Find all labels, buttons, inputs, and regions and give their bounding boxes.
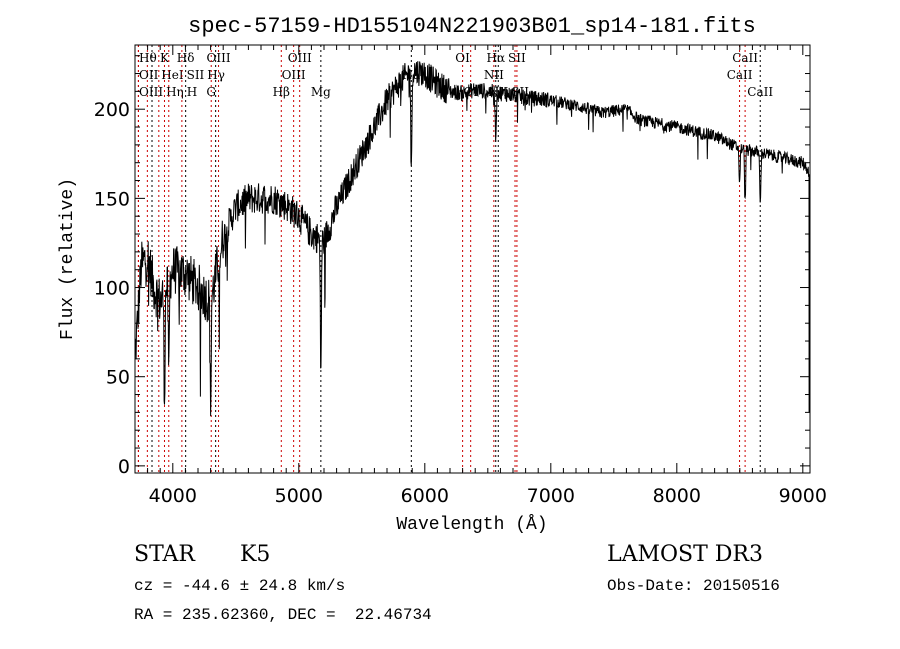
line-marker-label: H bbox=[187, 85, 197, 99]
obs-date: Obs-Date: 20150516 bbox=[607, 577, 780, 595]
x-tick-label: 5000 bbox=[275, 485, 323, 507]
line-marker-label: HeI bbox=[161, 68, 184, 82]
line-marker-label: NII bbox=[484, 68, 504, 82]
line-marker-label: OIII bbox=[282, 68, 306, 82]
line-marker-label: Hα bbox=[487, 51, 506, 65]
coordinates: RA = 235.62360, DEC = 22.46734 bbox=[134, 606, 432, 624]
line-marker-label: Mg bbox=[311, 85, 331, 99]
plot-frame bbox=[134, 44, 811, 474]
line-marker-label: CaII bbox=[727, 68, 753, 82]
x-tick-label: 7000 bbox=[527, 485, 575, 507]
redshift-text: cz = -44.6 ± 24.8 km/s bbox=[134, 577, 345, 595]
x-axis-label: Wavelength (Å) bbox=[396, 514, 547, 535]
line-marker-label: Hθ bbox=[139, 51, 157, 65]
x-tick-label: 6000 bbox=[401, 485, 449, 507]
y-tick-label: 0 bbox=[118, 456, 130, 478]
line-marker-label: G bbox=[206, 85, 216, 99]
line-marker-label: Hη bbox=[166, 85, 184, 99]
line-marker-label: CaII bbox=[732, 51, 758, 65]
line-marker-label: Hδ bbox=[177, 51, 195, 65]
x-tick-label: 9000 bbox=[779, 485, 827, 507]
x-tick-label: 8000 bbox=[653, 485, 701, 507]
y-tick-label: 150 bbox=[94, 188, 130, 210]
line-marker-label: OIII bbox=[207, 51, 231, 65]
line-marker-label: SII bbox=[508, 51, 526, 65]
chart-title: spec-57159-HD155104N221903B01_sp14-181.f… bbox=[188, 14, 756, 39]
axes: 4000 5000 6000 7000 8000 9000 0 50 100 150 200 bbox=[94, 45, 827, 507]
line-marker-label: CaII bbox=[747, 85, 773, 99]
subclass: K5 bbox=[240, 542, 270, 567]
line-marker-label: SII bbox=[187, 68, 205, 82]
line-marker-label: Hβ bbox=[273, 85, 290, 99]
line-marker-label: OIII bbox=[139, 85, 163, 99]
y-tick-label: 200 bbox=[94, 99, 130, 121]
x-tick-label: 4000 bbox=[149, 485, 197, 507]
survey-label: LAMOST DR3 bbox=[607, 542, 763, 567]
y-axis-label: Flux (relative) bbox=[58, 178, 78, 340]
object-type: STAR bbox=[134, 542, 196, 567]
line-marker-label: Hγ bbox=[207, 68, 225, 82]
spectrum-line bbox=[134, 61, 810, 417]
line-marker-label: K bbox=[160, 51, 170, 65]
y-tick-label: 50 bbox=[106, 367, 130, 389]
y-tick-label: 100 bbox=[94, 278, 130, 300]
line-marker-label: OII bbox=[139, 68, 159, 82]
line-marker-label: OI bbox=[455, 51, 470, 65]
line-marker-label: OIII bbox=[288, 51, 312, 65]
